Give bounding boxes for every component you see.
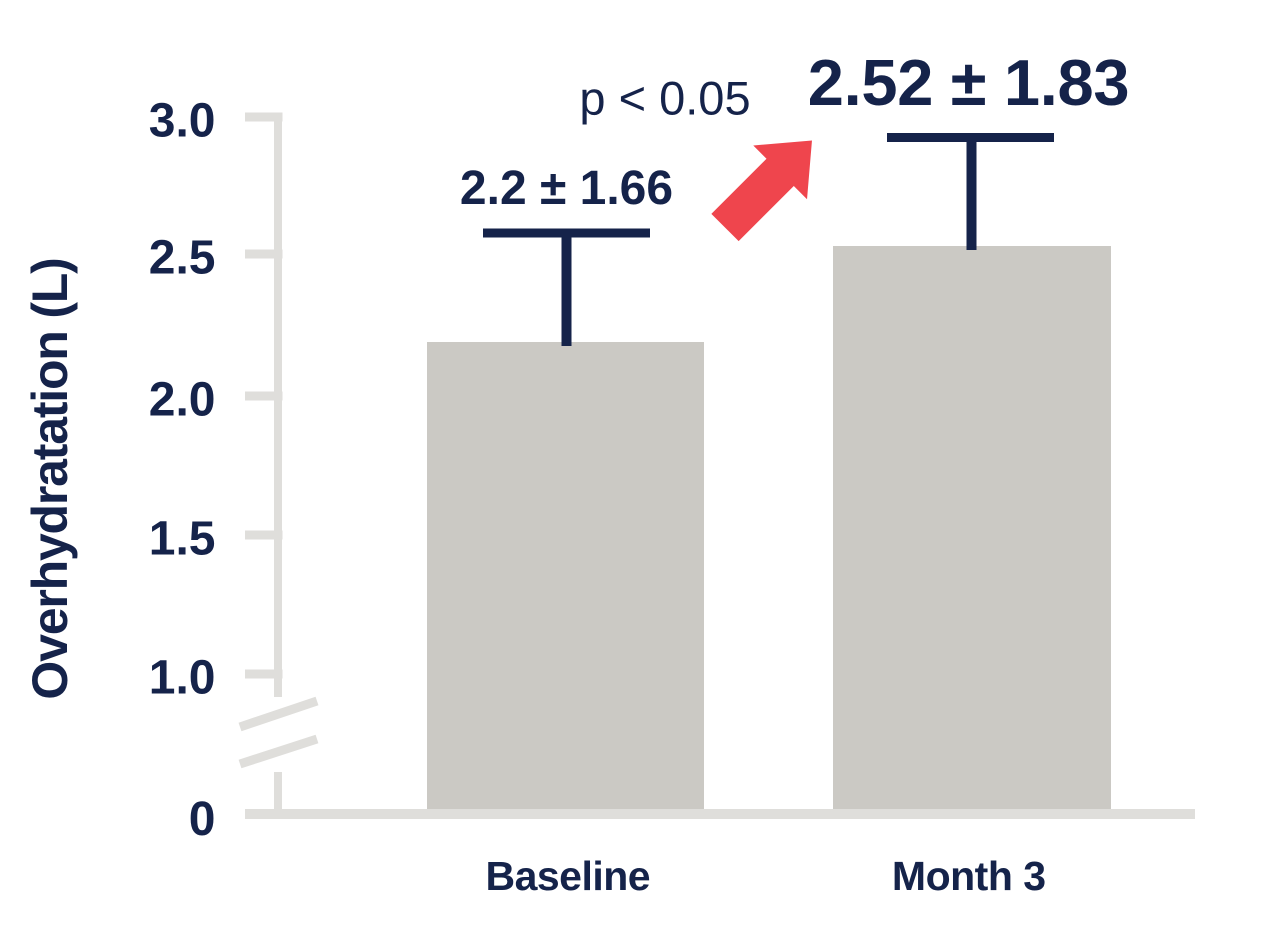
svg-text:0: 0	[189, 793, 216, 846]
svg-text:1.5: 1.5	[149, 513, 216, 566]
svg-text:2.5: 2.5	[149, 232, 216, 285]
svg-text:2.0: 2.0	[149, 374, 216, 427]
svg-text:Month 3: Month 3	[892, 853, 1046, 899]
svg-text:1.0: 1.0	[149, 652, 216, 705]
svg-text:2.52 ± 1.83: 2.52 ± 1.83	[808, 46, 1130, 119]
svg-text:Baseline: Baseline	[485, 853, 650, 899]
svg-text:p < 0.05: p < 0.05	[579, 72, 750, 125]
svg-text:2.2 ± 1.66: 2.2 ± 1.66	[460, 162, 673, 215]
svg-text:3.0: 3.0	[149, 95, 216, 148]
svg-text:Overhydratation (L): Overhydratation (L)	[22, 258, 78, 699]
